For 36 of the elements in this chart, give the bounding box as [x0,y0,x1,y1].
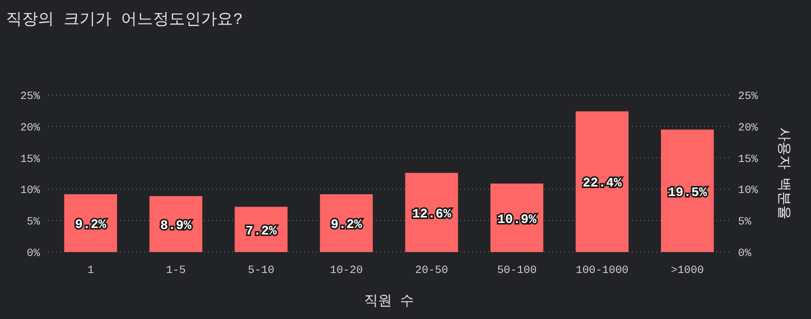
x-tick-label: 100-1000 [576,265,629,277]
text: 9.2% [75,217,106,232]
x-tick-label: 1-5 [166,265,186,277]
y-tick-label: 20% [20,122,40,134]
text: 7.2% [246,223,277,238]
y-tick-label: 25% [20,91,40,103]
bar [64,194,118,252]
text: 8.9% [160,218,192,234]
y2-tick-label: 10% [738,185,758,198]
x-tick-label: 10-20 [330,265,363,277]
x-axis-title: 직원 수 [364,294,414,310]
x-tick-label: 50-100 [497,265,537,277]
y-tick-label: 10% [20,185,40,198]
y-tick-label: 0% [26,248,40,260]
text: 10.9% [497,212,536,227]
y2-tick-label: 20% [738,122,758,134]
text: 22.4% [582,176,622,191]
x-tick-label: 20-50 [415,265,448,277]
y2-tick-label: 25% [738,91,758,103]
y2-tick-label: 5% [738,216,752,229]
bar [320,194,373,252]
bar [576,111,629,252]
y2-tick-label: 15% [738,154,758,166]
text: 9.2% [330,217,362,232]
x-tick-label: 5-10 [248,265,274,277]
x-tick-label: >1000 [670,265,704,277]
bar [660,130,714,252]
y2-tick-label: 0% [738,248,752,260]
y-tick-label: 15% [20,154,40,166]
bar [405,172,458,252]
title: 직장의 크기가 어느정도인가요? [6,11,243,29]
y-tick-label: 5% [26,216,40,229]
y2-axis-title: 사용자 백분율 [775,127,791,220]
text: 12.6% [412,206,452,222]
x-tick-label: 1 [87,265,94,277]
text: 19.5% [668,184,707,200]
